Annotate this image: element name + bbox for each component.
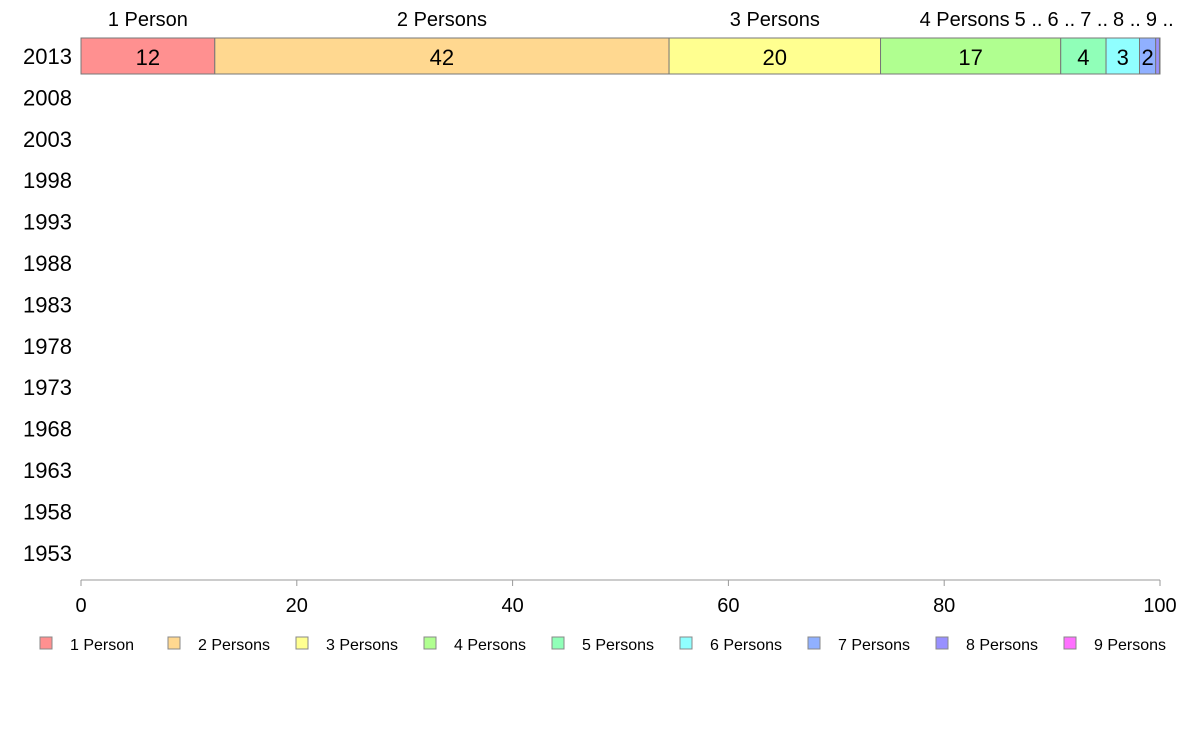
segment-top-label: 7 .. <box>1080 9 1108 31</box>
data-label: 20 <box>763 45 787 70</box>
y-tick-label: 1963 <box>23 458 72 483</box>
y-tick-label: 1958 <box>23 499 72 524</box>
data-label: 42 <box>430 45 454 70</box>
segment-top-label: 8 .. <box>1113 9 1141 31</box>
y-tick-label: 2008 <box>23 85 72 110</box>
legend-swatch <box>935 636 949 650</box>
legend-label: 5 Persons <box>582 637 654 654</box>
legend-swatch <box>167 636 181 650</box>
x-tick-label: 60 <box>717 595 739 617</box>
legend-swatch <box>807 636 821 650</box>
segment-top-label: 1 Person <box>108 9 188 31</box>
y-tick-label: 2013 <box>23 44 72 69</box>
segment-top-label: 4 Persons <box>920 9 1010 31</box>
segment-top-label: 6 .. <box>1047 9 1075 31</box>
segment-top-label: 5 .. <box>1015 9 1043 31</box>
bar-segment-8 <box>1155 37 1160 75</box>
y-tick-label: 1993 <box>23 210 72 235</box>
legend-label: 7 Persons <box>838 637 910 654</box>
data-label: 4 <box>1077 45 1089 70</box>
x-tick-label: 100 <box>1143 595 1176 617</box>
y-tick-label: 1953 <box>23 541 72 566</box>
data-label: 2 <box>1141 45 1153 70</box>
data-label: 17 <box>958 45 982 70</box>
legend-swatch <box>295 636 309 650</box>
legend-swatch <box>1063 636 1077 650</box>
y-tick-label: 2003 <box>23 127 72 152</box>
x-tick-label: 40 <box>501 595 523 617</box>
legend-swatch <box>423 636 437 650</box>
bar-segment-3 <box>668 37 882 75</box>
y-tick-label: 1978 <box>23 334 72 359</box>
y-tick-label: 1983 <box>23 292 72 317</box>
legend-label: 3 Persons <box>326 637 398 654</box>
legend-swatch <box>551 636 565 650</box>
legend-label: 8 Persons <box>966 637 1038 654</box>
x-tick-label: 80 <box>933 595 955 617</box>
x-tick-label: 0 <box>75 595 86 617</box>
y-tick-label: 1988 <box>23 251 72 276</box>
legend-label: 6 Persons <box>710 637 782 654</box>
y-tick-label: 1973 <box>23 375 72 400</box>
x-tick-label: 20 <box>286 595 308 617</box>
bar-segment-2 <box>214 37 670 75</box>
legend-swatch <box>39 636 53 650</box>
segment-top-label: 3 Persons <box>730 9 820 31</box>
legend-label: 4 Persons <box>454 637 526 654</box>
y-tick-label: 1998 <box>23 168 72 193</box>
bar-segment-1 <box>80 37 216 75</box>
legend-label: 2 Persons <box>198 637 270 654</box>
legend-swatch <box>679 636 693 650</box>
legend-label: 9 Persons <box>1094 637 1166 654</box>
data-label: 3 <box>1117 45 1129 70</box>
segment-top-label: 2 Persons <box>397 9 487 31</box>
data-label: 12 <box>136 45 160 70</box>
bar-segment-5 <box>1060 37 1107 75</box>
y-tick-label: 1968 <box>23 417 72 442</box>
segment-top-label: 9 .. <box>1146 9 1174 31</box>
bar-segment-6 <box>1105 37 1140 75</box>
legend-label: 1 Person <box>70 637 134 654</box>
bar-segment-9 <box>1158 37 1161 75</box>
